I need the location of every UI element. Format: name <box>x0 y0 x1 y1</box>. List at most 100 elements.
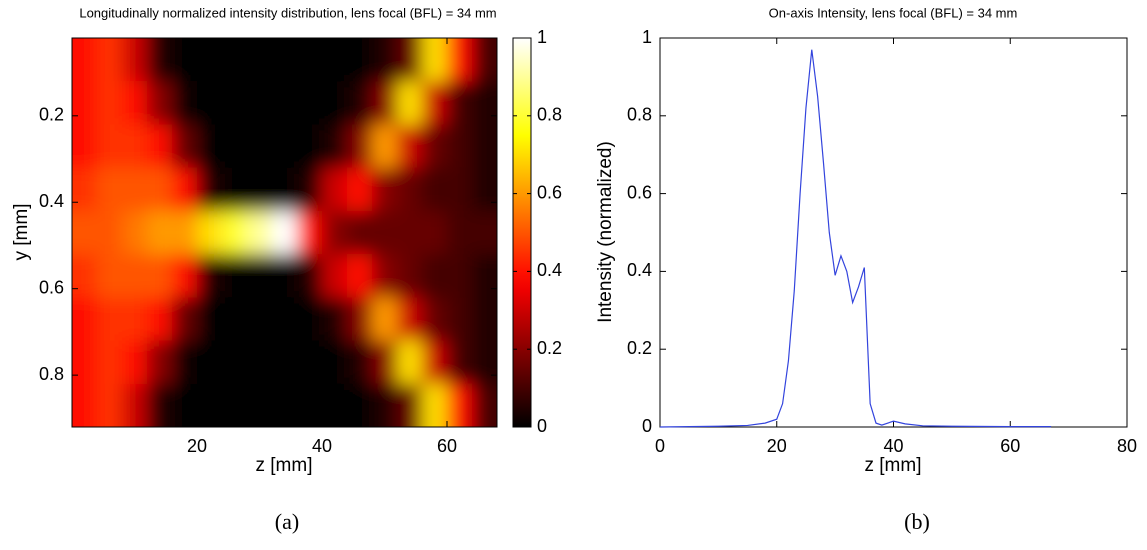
heatmap-cell <box>472 81 497 125</box>
heatmap-cell <box>272 340 298 385</box>
y-tick-label: 0.8 <box>627 105 652 125</box>
heatmap-cell <box>247 340 273 385</box>
heatmap-cell <box>472 210 497 255</box>
data-line <box>659 49 1052 428</box>
heatmap-cell <box>147 340 173 385</box>
heatmap-cell <box>297 167 323 212</box>
x-tick-label: 80 <box>1117 436 1137 456</box>
heatmap-cell <box>97 383 123 427</box>
heatmap-cell <box>172 81 198 125</box>
heatmap-cell <box>72 81 98 125</box>
heatmap-cell <box>297 124 323 169</box>
heatmap-cell <box>397 297 423 342</box>
heatmap-cell <box>397 81 423 125</box>
heatmap-cell <box>422 81 448 125</box>
heatmap-cell <box>372 340 398 385</box>
x-tick-label: 60 <box>437 436 457 456</box>
heatmap-cell <box>147 124 173 169</box>
heatmap-cell <box>122 167 148 212</box>
heatmap-cell <box>172 254 198 298</box>
heatmap-cell <box>397 383 423 427</box>
heatmap-cell <box>197 38 223 82</box>
heatmap-cell <box>72 210 98 255</box>
heatmap-cell <box>272 254 298 298</box>
heatmap-cell <box>172 124 198 169</box>
chart-title: Longitudinally normalized intensity dist… <box>79 5 496 20</box>
heatmap-cell <box>322 297 348 342</box>
heatmap-cell <box>372 38 398 82</box>
heatmap-cell <box>97 254 123 298</box>
heatmap-cell <box>422 124 448 169</box>
heatmap-cell <box>72 383 98 427</box>
heatmap-cell <box>172 383 198 427</box>
heatmap-cell <box>247 210 273 255</box>
heatmap-cell <box>447 340 473 385</box>
y-tick-label: 0.6 <box>39 277 64 297</box>
y-axis-label: y [mm] <box>11 204 32 261</box>
heatmap-cell <box>272 124 298 169</box>
x-axis-label: z [mm] <box>865 455 922 476</box>
heatmap-cell <box>272 383 298 427</box>
heatmap-cell <box>247 167 273 212</box>
heatmap-cell <box>397 254 423 298</box>
x-tick-label: 60 <box>1000 436 1020 456</box>
heatmap-cell <box>472 340 497 385</box>
heatmap-cell <box>272 38 298 82</box>
heatmap-cell <box>97 167 123 212</box>
heatmap-cell <box>447 81 473 125</box>
heatmap-cell <box>297 383 323 427</box>
heatmap-cell <box>347 210 373 255</box>
heatmap-cell <box>97 340 123 385</box>
heatmap-cell <box>247 38 273 82</box>
heatmap-cell <box>197 383 223 427</box>
colorbar-tick-label: 0.8 <box>537 105 562 125</box>
heatmap-cell <box>322 38 348 82</box>
heatmap-cell <box>172 340 198 385</box>
colorbar-tick-label: 0 <box>537 416 547 436</box>
x-tick-label: 20 <box>187 436 207 456</box>
x-axis-label: z [mm] <box>256 455 313 476</box>
heatmap-cell <box>372 254 398 298</box>
y-tick-label: 0 <box>642 416 652 436</box>
y-tick-label: 0.4 <box>627 260 652 280</box>
heatmap-cell <box>372 297 398 342</box>
heatmap-cell <box>122 210 148 255</box>
heatmap-cell <box>322 340 348 385</box>
heatmap-cell <box>422 254 448 298</box>
heatmap-cell <box>447 383 473 427</box>
heatmap-cell <box>472 254 497 298</box>
heatmap-cell <box>222 124 248 169</box>
heatmap-cell <box>222 81 248 125</box>
heatmap-cell <box>347 383 373 427</box>
heatmap-cell <box>422 167 448 212</box>
heatmap-cell <box>97 38 123 82</box>
axes-frame <box>71 37 498 428</box>
heatmap-cell <box>372 210 398 255</box>
heatmap-cell <box>247 297 273 342</box>
y-tick-label: 0.4 <box>39 191 64 211</box>
colorbar-tick-label: 0.6 <box>537 182 562 202</box>
heatmap-cell <box>72 340 98 385</box>
heatmap-cell <box>322 210 348 255</box>
heatmap-cell <box>447 38 473 82</box>
heatmap-cell <box>97 210 123 255</box>
heatmap-cell <box>172 38 198 82</box>
heatmap-cell <box>197 124 223 169</box>
heatmap-cell <box>247 254 273 298</box>
heatmap-cell <box>222 38 248 82</box>
heatmap-cell <box>322 383 348 427</box>
heatmap-cell <box>372 81 398 125</box>
x-tick-label: 20 <box>767 436 787 456</box>
colorbar-tick-label: 0.4 <box>537 260 562 280</box>
y-tick-label: 1 <box>642 27 652 47</box>
heatmap-cell <box>447 254 473 298</box>
heatmap-cell <box>447 167 473 212</box>
heatmap-cell <box>247 124 273 169</box>
heatmap-cell <box>147 297 173 342</box>
heatmap-cell <box>397 38 423 82</box>
heatmap-cell <box>272 81 298 125</box>
heatmap-cell <box>372 167 398 212</box>
heatmap-cell <box>222 383 248 427</box>
heatmap-cell <box>472 297 497 342</box>
heatmap-cell <box>297 340 323 385</box>
